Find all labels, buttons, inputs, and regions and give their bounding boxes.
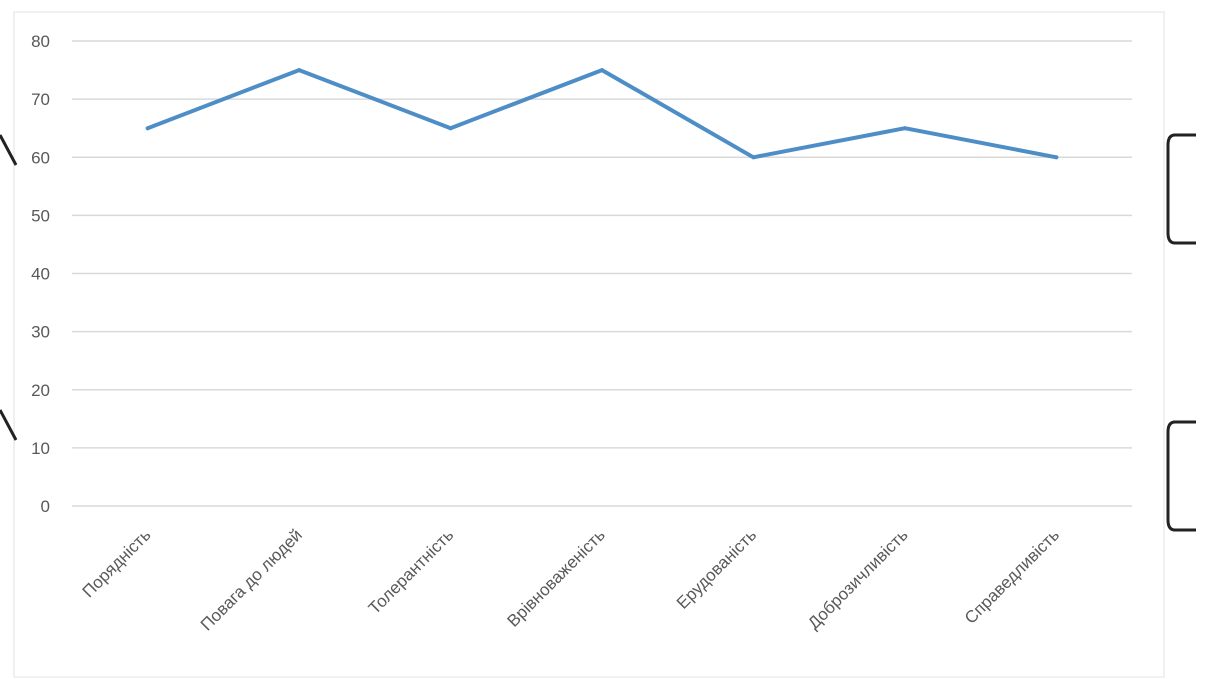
left-bracket-bottom-decoration — [0, 409, 18, 441]
left-bracket-top-decoration — [0, 134, 18, 166]
data-point — [902, 126, 907, 131]
data-point — [751, 155, 756, 160]
y-tick-label: 0 — [41, 497, 50, 516]
data-point — [297, 68, 302, 73]
right-bracket-top-decoration — [1166, 133, 1196, 245]
y-axis-ticks: 0 10 20 30 40 50 60 70 80 — [31, 32, 50, 516]
y-tick-label: 80 — [31, 32, 50, 51]
series-layer — [145, 68, 1059, 160]
data-point — [1054, 155, 1059, 160]
data-point — [145, 126, 150, 131]
y-tick-label: 10 — [31, 439, 50, 458]
y-tick-label: 30 — [31, 323, 50, 342]
y-tick-label: 60 — [31, 148, 50, 167]
gridlines — [72, 40, 1132, 507]
data-point — [448, 126, 453, 131]
y-tick-label: 20 — [31, 381, 50, 400]
chart-area-border — [13, 11, 1165, 678]
data-point — [600, 68, 604, 73]
y-tick-label: 40 — [31, 265, 50, 284]
y-tick-label: 50 — [31, 206, 50, 225]
right-bracket-bottom-decoration — [1166, 420, 1196, 532]
y-tick-label: 70 — [31, 90, 50, 109]
